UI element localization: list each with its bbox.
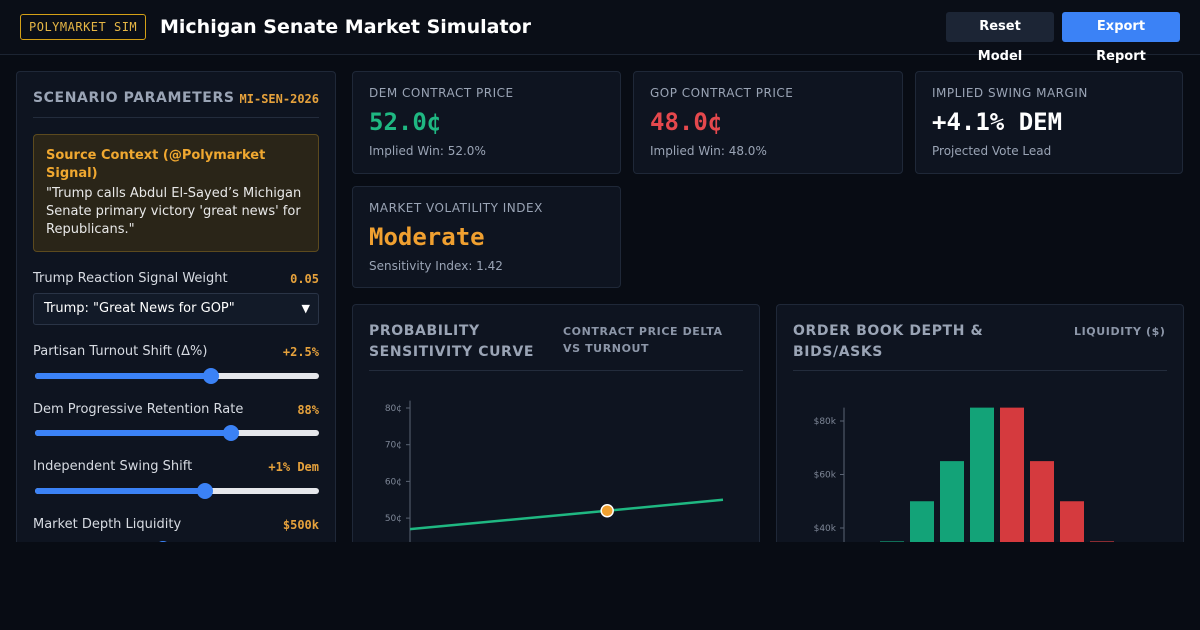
slider-fill — [35, 373, 212, 379]
bid-bar — [940, 461, 964, 554]
slider-fill — [35, 488, 206, 494]
market-liquidity-value: $500k — [282, 518, 319, 532]
slider-thumb[interactable] — [203, 368, 220, 384]
orderbook-chart: $40k $60k $80k — [814, 407, 1114, 554]
panel-header: SCENARIO PARAMETERS MI-SEN-2026 — [33, 90, 319, 118]
reset-model-button[interactable]: Reset Model — [946, 12, 1054, 64]
ask-bar — [1030, 461, 1054, 554]
ask-bar — [1000, 407, 1024, 554]
scenario-parameters-panel: SCENARIO PARAMETERS MI-SEN-2026 Source C… — [16, 71, 336, 551]
swing-margin-sub: Projected Vote Lead — [932, 144, 1052, 158]
top-bar: POLYMARKET SIM Michigan Senate Market Si… — [0, 0, 1200, 64]
dem-price-card: DEM CONTRACT PRICE 52.0¢ Implied Win: 52… — [352, 71, 621, 174]
panel-title: SCENARIO PARAMETERS — [33, 90, 235, 106]
y-tick-label: 80¢ — [385, 404, 402, 414]
turnout-shift-slider[interactable] — [35, 368, 319, 384]
context-quote: "Trump calls Abdul El-Sayed’s Michigan S… — [46, 186, 302, 237]
orderbook-chart-subtitle: LIQUIDITY ($) — [1074, 325, 1166, 338]
app-title: Michigan Senate Market Simulator — [160, 16, 531, 38]
gop-price-value: 48.0¢ — [650, 108, 723, 136]
brand-badge: POLYMARKET SIM — [20, 14, 147, 40]
probability-chart: 50¢ 60¢ 70¢ 80¢ — [385, 400, 724, 554]
probability-line — [409, 498, 724, 531]
signal-weight-value: 0.05 — [290, 272, 319, 286]
independent-swing-value: +1% Dem — [268, 460, 319, 474]
slider-thumb[interactable] — [222, 425, 239, 441]
current-price-marker — [600, 504, 614, 518]
y-tick-label: 60¢ — [385, 477, 402, 487]
export-report-button[interactable]: Export Report — [1062, 12, 1180, 64]
gop-price-label: GOP CONTRACT PRICE — [650, 86, 794, 100]
signal-select[interactable]: Trump: "Great News for GOP" ▼ — [33, 293, 319, 325]
y-tick-label: $80k — [814, 417, 837, 427]
retention-rate-label: Dem Progressive Retention Rate — [33, 402, 244, 417]
chevron-down-icon: ▼ — [301, 302, 310, 315]
swing-margin-card: IMPLIED SWING MARGIN +4.1% DEM Projected… — [915, 71, 1183, 174]
gop-price-card: GOP CONTRACT PRICE 48.0¢ Implied Win: 48… — [633, 71, 903, 174]
swing-margin-value: +4.1% DEM — [932, 108, 1063, 136]
chart-divider — [369, 370, 743, 371]
retention-rate-value: 88% — [297, 403, 319, 417]
signal-select-value: Trump: "Great News for GOP" — [44, 301, 235, 316]
y-tick-label: $40k — [814, 524, 837, 534]
volatility-value: Moderate — [369, 223, 485, 251]
slider-thumb[interactable] — [197, 483, 214, 499]
chart-divider — [793, 370, 1167, 371]
orderbook-chart-title: ORDER BOOK DEPTH & BIDS/ASKS — [793, 323, 984, 360]
dem-price-label: DEM CONTRACT PRICE — [369, 86, 514, 100]
turnout-shift-value: +2.5% — [282, 345, 319, 359]
y-tick-label: 70¢ — [385, 441, 402, 451]
page-background — [0, 542, 1200, 630]
independent-swing-label: Independent Swing Shift — [33, 459, 193, 474]
y-tick-label: $60k — [814, 471, 837, 481]
signal-weight-label: Trump Reaction Signal Weight — [33, 271, 228, 286]
volatility-label: MARKET VOLATILITY INDEX — [369, 201, 543, 215]
market-tag: MI-SEN-2026 — [239, 92, 319, 106]
volatility-sub: Sensitivity Index: 1.42 — [369, 259, 503, 273]
dem-implied-win: Implied Win: 52.0% — [369, 144, 486, 158]
market-liquidity-label: Market Depth Liquidity — [33, 517, 182, 532]
slider-fill — [35, 430, 231, 436]
context-title: Source Context (@Polymarket Signal) — [46, 148, 266, 181]
swing-margin-label: IMPLIED SWING MARGIN — [932, 86, 1088, 100]
orderbook-chart-panel: ORDER BOOK DEPTH & BIDS/ASKS LIQUIDITY (… — [776, 304, 1184, 554]
dem-price-value: 52.0¢ — [369, 108, 442, 136]
turnout-shift-label: Partisan Turnout Shift (Δ%) — [33, 344, 208, 359]
probability-chart-title: PROBABILITY SENSITIVITY CURVE — [369, 323, 535, 360]
probability-chart-panel: PROBABILITY SENSITIVITY CURVE CONTRACT P… — [352, 304, 760, 554]
independent-swing-slider[interactable] — [35, 483, 319, 499]
y-tick-label: 50¢ — [385, 514, 402, 524]
retention-rate-slider[interactable] — [35, 425, 319, 441]
probability-chart-subtitle: CONTRACT PRICE DELTA VS TURNOUT — [563, 325, 723, 355]
gop-implied-win: Implied Win: 48.0% — [650, 144, 767, 158]
source-context-box: Source Context (@Polymarket Signal) "Tru… — [33, 134, 319, 252]
bid-bar — [970, 407, 994, 554]
volatility-card: MARKET VOLATILITY INDEX Moderate Sensiti… — [352, 186, 621, 288]
